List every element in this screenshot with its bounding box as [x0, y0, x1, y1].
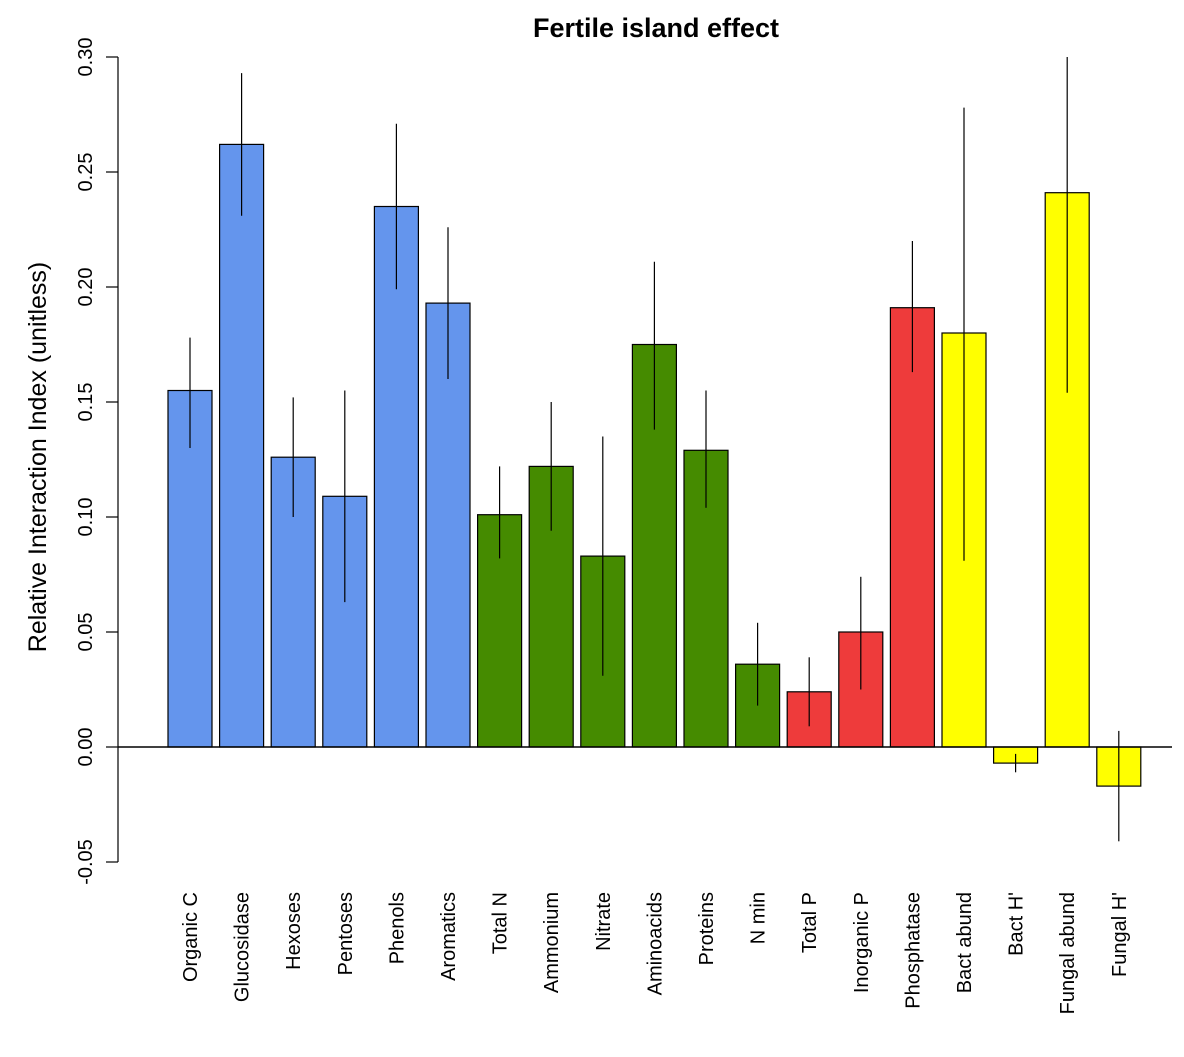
y-tick-label: 0.10	[75, 498, 97, 537]
x-tick-label: Aminoacids	[644, 892, 666, 995]
x-tick-label: Aromatics	[438, 892, 460, 981]
x-tick-label: Bact abund	[954, 892, 976, 993]
x-tick-label: Pentoses	[335, 892, 357, 975]
bars-group	[118, 57, 1172, 842]
x-tick-labels: Organic C Glucosidase Hexoses Pentoses Pheno…	[180, 892, 1131, 1014]
y-tick-label: 0.00	[75, 728, 97, 767]
x-tick-label: Glucosidase	[232, 892, 254, 1002]
bar	[167, 389, 213, 748]
x-tick-label: Phosphatase	[902, 892, 924, 1009]
bar	[889, 307, 936, 748]
y-tick-label: 0.15	[75, 383, 97, 422]
x-tick-label: Organic C	[180, 892, 202, 982]
chart-title: Fertile island effect	[533, 13, 779, 43]
bar	[219, 143, 265, 748]
x-tick-label: Proteins	[696, 892, 718, 965]
x-tick-label: Ammonium	[541, 892, 563, 993]
y-tick-label: 0.25	[75, 153, 97, 192]
x-tick-label: Fungal H'	[1109, 892, 1131, 977]
x-tick-label: Nitrate	[593, 892, 615, 951]
y-tick-label: 0.30	[75, 38, 97, 77]
x-tick-label: Total N	[490, 892, 512, 954]
x-tick-label: Hexoses	[283, 892, 305, 970]
x-tick-label: Fungal abund	[1057, 892, 1079, 1014]
x-tick-label: Phenols	[386, 892, 408, 964]
x-tick-label: N min	[748, 892, 770, 944]
y-axis: -0.05 0.00 0.05 0.10 0.15 0.20 0.25 0.30	[75, 38, 119, 885]
x-tick-label: Inorganic P	[851, 892, 873, 993]
y-axis-label: Relative Interaction Index (unitless)	[24, 262, 52, 652]
y-tick-label: -0.05	[75, 839, 97, 885]
y-tick-label: 0.05	[75, 613, 97, 652]
x-tick-label: Total P	[799, 892, 821, 953]
y-tick-label: 0.20	[75, 268, 97, 307]
x-tick-label: Bact H'	[1006, 892, 1028, 956]
